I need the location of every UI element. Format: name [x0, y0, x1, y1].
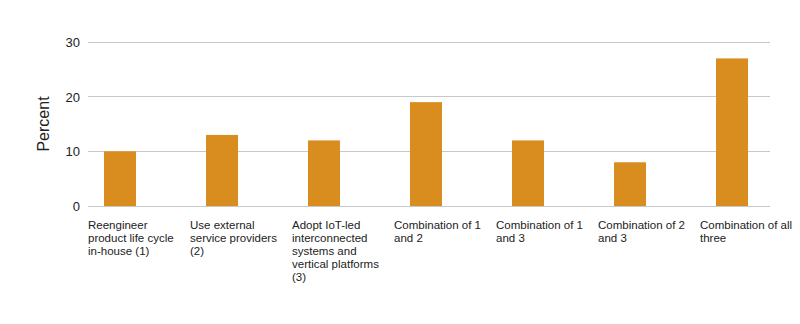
label-line: service providers: [190, 232, 277, 244]
bar: [104, 151, 136, 206]
label-line: interconnected: [292, 232, 367, 244]
label-line: Combination of 1: [394, 219, 481, 231]
label-line: (3): [292, 271, 306, 283]
label-line: (2): [190, 245, 204, 257]
label-line: Combination of 1: [496, 219, 583, 231]
x-tick-label: Combination of 1and 3: [496, 219, 583, 244]
label-line: and 3: [598, 232, 627, 244]
bars: [104, 58, 748, 206]
bar: [512, 140, 544, 206]
x-tick-label: Adopt IoT-ledinterconnectedsystems andve…: [292, 219, 379, 283]
chart: 0 10 20 30 Percent Reengineerproduct life cyc…: [0, 0, 800, 324]
label-line: and 2: [394, 232, 423, 244]
y-tick-label: 10: [66, 144, 80, 159]
y-tick-label: 0: [73, 199, 80, 214]
label-line: in-house (1): [88, 245, 150, 257]
x-tick-label: Combination of 2and 3: [598, 219, 685, 244]
label-line: Combination of all: [700, 219, 792, 231]
x-tick-label: Combination of allthree: [700, 219, 792, 244]
label-line: systems and: [292, 245, 357, 257]
label-line: Adopt IoT-led: [292, 219, 360, 231]
label-line: Use external: [190, 219, 255, 231]
x-tick-label: Use externalservice providers(2): [190, 219, 277, 257]
label-line: vertical platforms: [292, 258, 379, 270]
label-line: and 3: [496, 232, 525, 244]
label-line: product life cycle: [88, 232, 174, 244]
bar: [410, 102, 442, 206]
y-axis-label: Percent: [35, 96, 52, 152]
x-tick-label: Combination of 1and 2: [394, 219, 481, 244]
bar: [614, 162, 646, 206]
label-line: Reengineer: [88, 219, 148, 231]
y-tick-label: 30: [66, 35, 80, 50]
y-tick-label: 20: [66, 90, 80, 105]
grid-line: [88, 96, 770, 97]
bar: [308, 140, 340, 206]
bar: [206, 135, 238, 206]
bar: [716, 58, 748, 206]
label-line: three: [700, 232, 726, 244]
grid-line: [88, 42, 770, 43]
x-tick-label: Reengineerproduct life cyclein-house (1): [88, 219, 174, 257]
label-line: Combination of 2: [598, 219, 685, 231]
